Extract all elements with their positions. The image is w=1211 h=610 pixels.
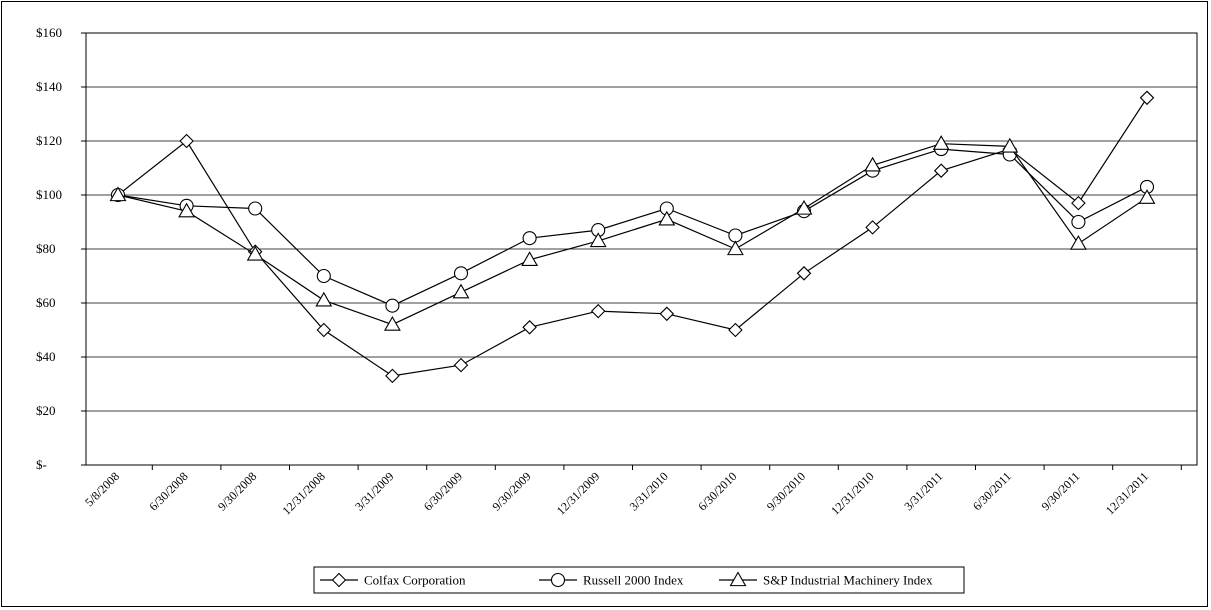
- series-line: [117, 97, 1148, 377]
- data-point: [385, 368, 400, 384]
- series-line: [117, 143, 1148, 326]
- data-point: [864, 156, 882, 172]
- x-tick-label: 6/30/2010: [695, 469, 739, 513]
- legend-box: [313, 566, 965, 594]
- legend-entry: Russell 2000 Index: [539, 573, 684, 588]
- data-point: [522, 320, 537, 335]
- series-group: [109, 90, 1156, 384]
- data-point: [796, 266, 812, 281]
- data-point: [726, 240, 744, 256]
- x-tick-label: 9/30/2010: [764, 469, 808, 513]
- data-point: [521, 251, 539, 266]
- y-axis-ticks: $- $20 $40 $60 $80 $100 $120 $140 $160: [36, 25, 62, 472]
- legend: Colfax Corporation Russell 2000 Index S&P …: [313, 566, 965, 594]
- x-tick-label: 3/31/2010: [627, 469, 671, 513]
- data-point: [316, 268, 331, 284]
- y-tick-label: $100: [36, 187, 62, 202]
- data-point: [522, 231, 537, 246]
- legend-marker: [550, 572, 566, 588]
- data-point: [1001, 137, 1019, 153]
- data-point: [728, 322, 743, 338]
- data-point: [1069, 234, 1087, 250]
- data-point: [1071, 214, 1086, 230]
- y-tick-label: $60: [36, 295, 56, 310]
- x-tick-label: 9/30/2008: [215, 469, 259, 513]
- x-tick-label: 6/30/2009: [421, 469, 465, 513]
- series-diamond: [110, 90, 1155, 384]
- data-point: [248, 201, 263, 216]
- data-point: [452, 283, 470, 299]
- legend-entry: Colfax Corporation: [320, 573, 466, 588]
- series-circle: [110, 142, 1155, 313]
- x-tick-label: 3/31/2011: [901, 469, 945, 513]
- data-point: [316, 322, 332, 338]
- x-tick-label: 5/8/2008: [82, 469, 122, 509]
- y-tick-label: $20: [36, 403, 56, 418]
- y-tick-label: $-: [36, 457, 47, 472]
- legend-marker: [331, 572, 347, 588]
- data-point: [933, 163, 949, 178]
- data-point: [383, 315, 401, 331]
- axes: [81, 32, 1198, 470]
- y-tick-label: $140: [36, 79, 62, 94]
- data-point: [179, 133, 194, 149]
- gridlines: [86, 86, 1197, 412]
- y-tick-label: $120: [36, 133, 62, 148]
- y-tick-label: $80: [36, 241, 56, 256]
- data-point: [385, 298, 400, 313]
- data-point: [246, 245, 264, 261]
- series-line: [117, 148, 1148, 307]
- data-point: [728, 228, 743, 243]
- data-point: [1138, 189, 1156, 204]
- x-tick-label: 12/31/2010: [828, 469, 877, 518]
- x-tick-label: 12/31/2008: [279, 469, 328, 518]
- data-point: [453, 357, 469, 373]
- data-point: [1071, 195, 1086, 211]
- legend-entry: S&P Industrial Machinery Index: [719, 571, 933, 588]
- legend-label: S&P Industrial Machinery Index: [763, 573, 933, 588]
- x-tick-label: 3/31/2009: [352, 469, 396, 513]
- y-tick-label: $160: [36, 25, 62, 40]
- x-tick-label: 9/30/2009: [489, 469, 533, 513]
- data-point: [795, 199, 813, 215]
- data-point: [315, 291, 333, 307]
- legend-label: Colfax Corporation: [364, 573, 466, 588]
- data-point: [865, 220, 880, 235]
- data-point: [589, 232, 607, 248]
- data-point: [932, 135, 950, 150]
- data-point: [1139, 90, 1155, 106]
- data-point: [178, 202, 196, 218]
- data-point: [659, 306, 675, 322]
- legend-marker: [729, 571, 747, 587]
- data-point: [453, 266, 469, 281]
- x-tick-label: 6/30/2011: [970, 469, 1014, 513]
- x-tick-label: 12/31/2011: [1103, 469, 1151, 517]
- data-point: [590, 303, 606, 319]
- y-tick-label: $40: [36, 349, 56, 364]
- x-tick-label: 9/30/2011: [1039, 469, 1083, 513]
- series-triangle: [109, 135, 1156, 331]
- data-point: [658, 210, 676, 226]
- x-axis-ticks: 5/8/2008 6/30/2008 9/30/2008 12/31/2008 3/31…: [82, 469, 1151, 518]
- x-tick-label: 12/31/2009: [554, 469, 603, 518]
- legend-label: Russell 2000 Index: [583, 573, 684, 588]
- x-tick-label: 6/30/2008: [146, 469, 190, 513]
- data-point: [109, 186, 127, 202]
